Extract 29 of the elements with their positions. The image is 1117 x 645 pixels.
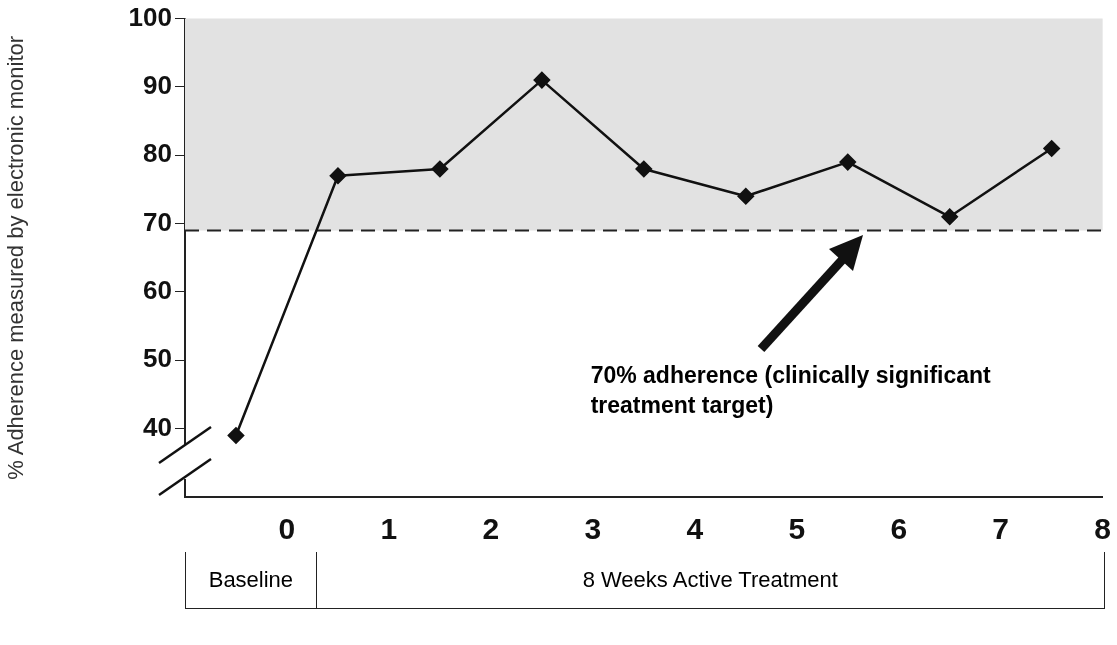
- point: [839, 153, 856, 171]
- point: [635, 160, 653, 178]
- y-axis-title: % Adherence measured by electronic monitor: [3, 35, 29, 480]
- y-tick-label: 80: [143, 138, 172, 169]
- x-tick-label: 8: [1094, 512, 1111, 546]
- point: [329, 167, 347, 185]
- x-tick-label: 2: [482, 512, 500, 546]
- x-tick-label: 1: [380, 512, 398, 546]
- x-tick-label: 3: [584, 512, 602, 546]
- y-tick-label: 60: [143, 275, 172, 306]
- text: Baseline: [207, 566, 295, 594]
- y-tick-label: 50: [143, 343, 172, 374]
- point: [1043, 140, 1060, 157]
- y-tick-label: 70: [143, 206, 172, 237]
- point: [533, 71, 551, 89]
- x-tick-label: 6: [890, 512, 908, 546]
- point: [227, 427, 245, 444]
- x-tick-label: 4: [686, 512, 704, 546]
- point: [737, 188, 755, 205]
- point: [431, 160, 449, 178]
- annotation: 70% adherence (clinically significant treatment target): [590, 361, 992, 421]
- text: 8 Weeks Active Treatment: [315, 552, 1104, 608]
- x-tick-label: 0: [278, 512, 296, 546]
- x-tick-label: 7: [992, 512, 1010, 546]
- x-tick-label: 5: [788, 512, 806, 546]
- y-tick-label: 40: [143, 411, 172, 442]
- y-tick-label: 100: [128, 1, 172, 32]
- point: [941, 208, 958, 226]
- y-tick-label: 90: [143, 70, 172, 101]
